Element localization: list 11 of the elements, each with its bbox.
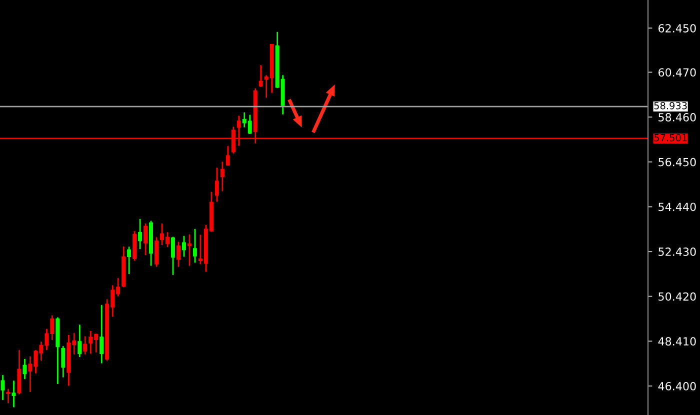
- y-tick-label: 52.430: [658, 248, 696, 256]
- y-tick-label: 48.410: [658, 337, 696, 346]
- y-tick-label: 60.470: [658, 68, 696, 77]
- y-tick-label: 62.450: [658, 24, 696, 32]
- y-tick-label: 46.400: [658, 382, 696, 390]
- y-tick-label: 54.440: [658, 202, 696, 212]
- ref-line-label: 57.501: [654, 134, 687, 142]
- y-tick-label: 58.460: [658, 113, 696, 122]
- y-tick-label: 56.450: [658, 158, 696, 166]
- y-tick-label: 50.420: [658, 292, 696, 301]
- ref-line-label: 58.933: [654, 102, 687, 110]
